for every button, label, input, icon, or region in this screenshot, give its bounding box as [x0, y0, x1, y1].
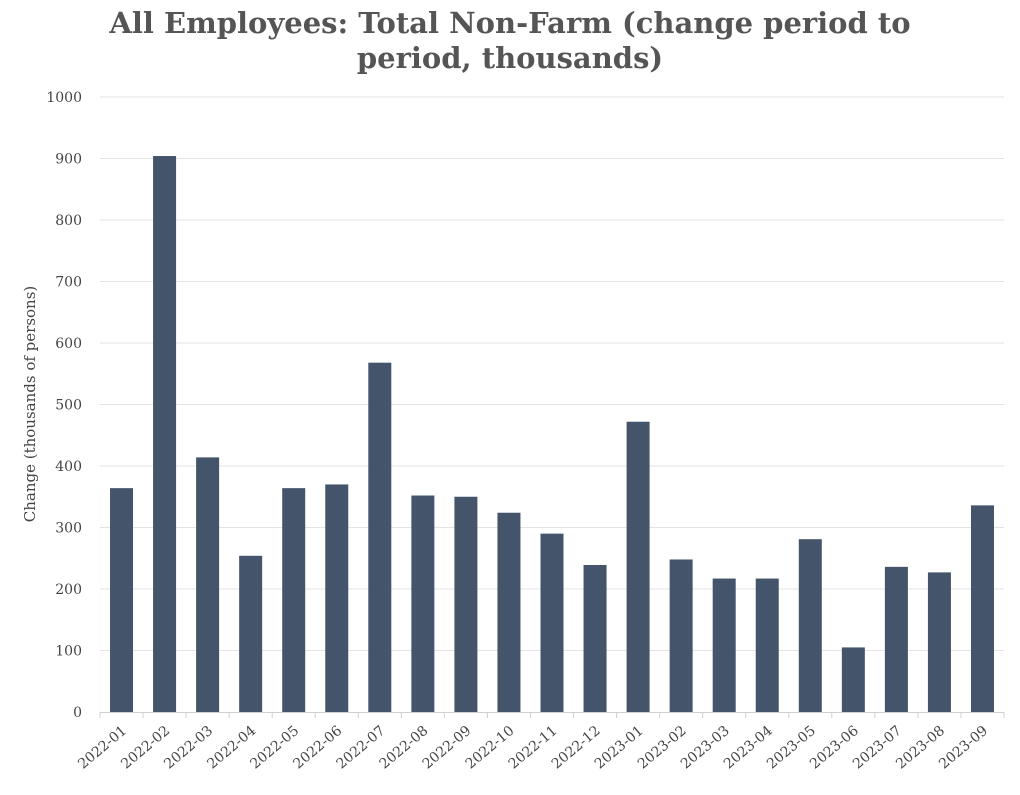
y-axis-tick-labels: 0 100 200 300 400 500 600 700 800 900 1000 [46, 90, 82, 721]
y-tick-label: 0 [73, 705, 82, 721]
y-tick-label: 700 [55, 275, 82, 291]
bar [325, 484, 349, 712]
bars [110, 156, 994, 713]
bar [110, 488, 134, 712]
y-tick-label: 800 [55, 213, 82, 229]
bar [540, 533, 564, 712]
bar [712, 578, 736, 712]
bar [153, 156, 177, 713]
bar [454, 496, 478, 712]
bar [970, 505, 994, 712]
x-tick-label: 2023-09 [936, 723, 991, 773]
y-tick-label: 500 [55, 398, 82, 414]
x-axis [99, 712, 1005, 718]
bar [411, 495, 435, 712]
y-tick-label: 600 [55, 336, 82, 352]
bar [884, 566, 908, 712]
bar [841, 647, 865, 712]
y-tick-label: 200 [55, 582, 82, 598]
bar [368, 362, 392, 712]
y-tick-label: 300 [55, 521, 82, 537]
bar [755, 578, 779, 712]
y-tick-label: 900 [55, 152, 82, 168]
chart-title: All Employees: Total Non-Farm (change pe… [109, 6, 911, 75]
bar [282, 488, 306, 712]
y-tick-label: 400 [55, 459, 82, 475]
bar [239, 555, 263, 712]
gridlines [100, 96, 1004, 651]
bar [196, 457, 220, 712]
x-axis-tick-labels: 2022-012022-022022-032022-042022-052022-… [75, 723, 991, 773]
bar [798, 539, 822, 712]
bar [927, 572, 951, 712]
y-tick-label: 100 [55, 644, 82, 660]
bar [583, 565, 607, 712]
bar [497, 512, 521, 712]
y-axis-title: Change (thousands of persons) [21, 286, 39, 523]
bar [669, 559, 693, 712]
bar [626, 421, 650, 712]
y-tick-label: 1000 [46, 90, 82, 106]
